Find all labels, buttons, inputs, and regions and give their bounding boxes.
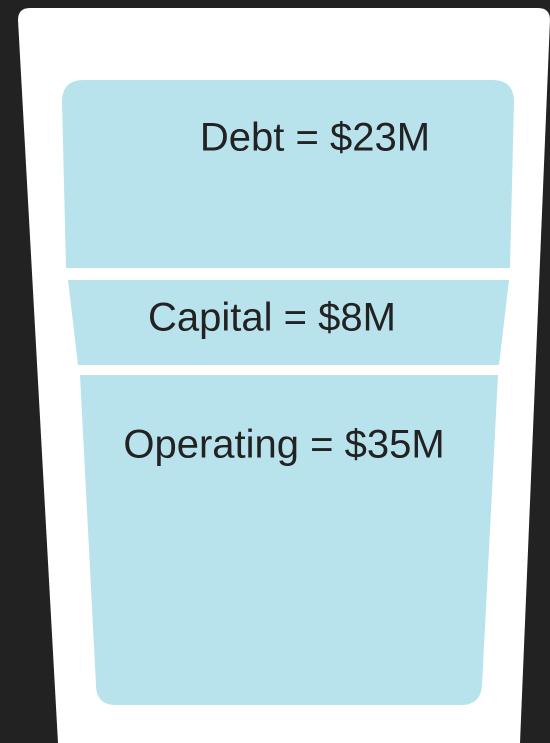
debt-segment <box>62 80 514 268</box>
operating-label: Operating = $35M <box>123 423 444 467</box>
debt-label: Debt = $23M <box>200 116 430 160</box>
capital-segment <box>68 280 509 365</box>
operating-segment <box>80 375 498 705</box>
capital-label: Capital = $8M <box>148 296 396 340</box>
